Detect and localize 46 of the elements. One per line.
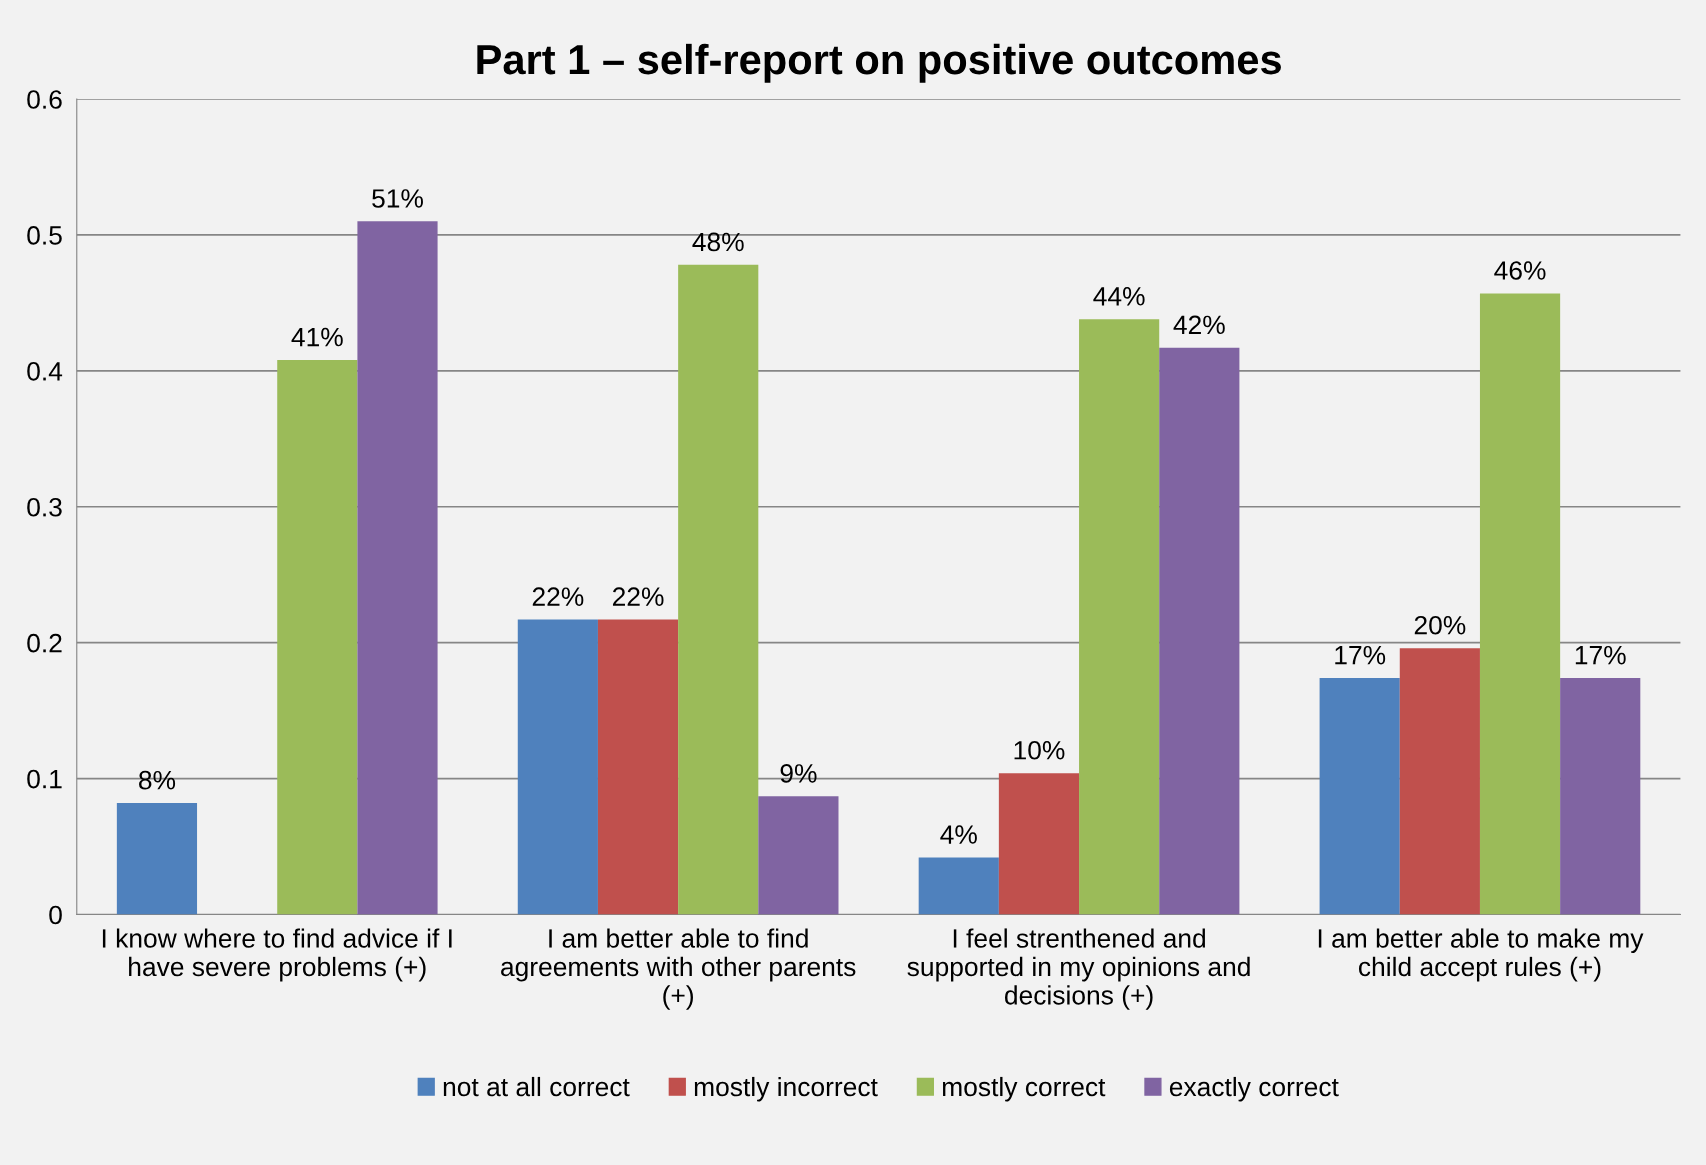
- x-tick-label: I am better able to find agreements with other parents (+): [501, 928, 856, 1010]
- bar: [277, 359, 358, 915]
- data-label: 41%: [291, 327, 343, 347]
- bar: [517, 619, 598, 915]
- data-label: 22%: [532, 587, 584, 606]
- data-label: 4%: [940, 825, 977, 844]
- bar: [758, 796, 839, 915]
- data-label: 42%: [1173, 315, 1225, 335]
- bar: [357, 221, 438, 915]
- data-label: 17%: [1575, 645, 1626, 665]
- bar: [1079, 319, 1160, 915]
- bar: [678, 264, 759, 915]
- legend-label: mostly correct: [942, 1076, 1106, 1102]
- y-tick-label: 0.6: [27, 90, 62, 109]
- bar: [1159, 347, 1240, 915]
- data-label: 44%: [1093, 287, 1145, 306]
- x-tick-label: I know where to find advice if I have severe problems (+): [102, 928, 452, 982]
- y-tick-label: 0.1: [27, 769, 62, 789]
- data-label: 10%: [1014, 740, 1065, 760]
- data-label: 51%: [372, 189, 423, 208]
- data-label: 46%: [1494, 261, 1546, 280]
- x-tick-label: I am better able to make my child accept rules (+): [1318, 928, 1644, 982]
- bar: [1319, 678, 1400, 915]
- data-label: 9%: [780, 764, 817, 783]
- y-tick-label: 0.5: [27, 226, 62, 245]
- y-tick-label: 0.2: [27, 633, 62, 653]
- bar: [998, 773, 1080, 915]
- legend-label: exactly correct: [1169, 1076, 1339, 1102]
- legend-label: not at all correct: [443, 1076, 630, 1097]
- bar: [1560, 678, 1641, 915]
- bar: [116, 803, 198, 915]
- chart-title: Part 1 – self-report on positive outcomes: [477, 43, 1281, 83]
- data-label: 20%: [1414, 615, 1466, 635]
- x-tick-label: I feel strenthened and supported in my opinions and decisions (+): [907, 928, 1250, 1010]
- bar: [1479, 293, 1561, 915]
- y-tick-label: 0.3: [27, 497, 62, 517]
- y-tick-label: 0: [49, 905, 62, 925]
- legend-label: mostly incorrect: [694, 1076, 878, 1102]
- data-label: 22%: [612, 587, 664, 606]
- data-label: 17%: [1335, 645, 1386, 665]
- y-tick-label: 0.4: [27, 361, 63, 381]
- data-label: 48%: [692, 232, 744, 252]
- bar: [597, 619, 679, 915]
- bar: [918, 857, 999, 915]
- bar: [1399, 648, 1480, 915]
- data-label: 8%: [139, 770, 176, 790]
